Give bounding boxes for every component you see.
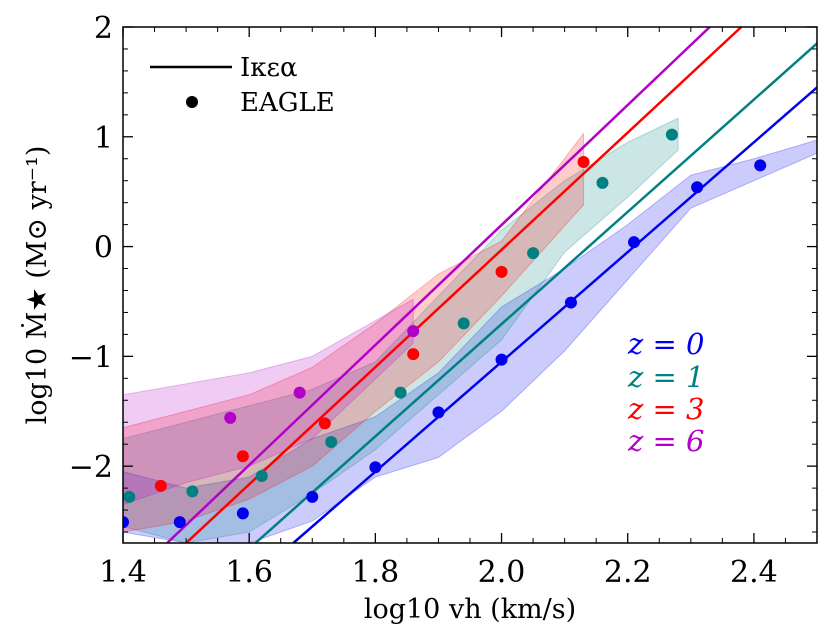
model-line-z1 bbox=[254, 42, 817, 543]
axis-ticks bbox=[122, 26, 818, 543]
x-tick-label: 1.4 bbox=[99, 555, 147, 590]
eagle-point-z6-1 bbox=[293, 386, 306, 399]
z-label-z6: z = 6 bbox=[627, 424, 704, 458]
x-tick-label: 2.0 bbox=[478, 555, 526, 590]
y-tick-label: 1 bbox=[94, 121, 113, 156]
eagle-point-z0-9 bbox=[691, 181, 704, 194]
band-z1 bbox=[123, 117, 679, 543]
y-tick-labels: −2 −1 0 1 2 bbox=[69, 11, 113, 485]
eagle-point-z3-2 bbox=[318, 417, 331, 430]
eagle-point-z6-2 bbox=[407, 325, 420, 338]
eagle-point-z3-4 bbox=[495, 265, 508, 278]
eagle-point-z1-5 bbox=[457, 317, 470, 330]
eagle-points bbox=[123, 128, 767, 529]
x-tick-labels: 1.4 1.6 1.8 2.0 2.2 2.4 bbox=[99, 555, 778, 590]
legend-label-eagle: EAGLE bbox=[240, 88, 335, 118]
eagle-point-z0-6 bbox=[495, 353, 508, 366]
eagle-point-z0-8 bbox=[628, 236, 641, 249]
eagle-point-z3-0 bbox=[154, 479, 167, 492]
eagle-point-z0-4 bbox=[369, 461, 382, 474]
legend-label-model: Iκεα bbox=[240, 53, 298, 83]
x-axis-label: log10 vh (km/s) bbox=[364, 594, 576, 625]
model-line-z3 bbox=[185, 27, 743, 543]
uncertainty-bands bbox=[123, 117, 817, 543]
x-tick-label: 1.6 bbox=[225, 555, 273, 590]
y-axis-label: log10 Ṁ★ (M⊙ yr⁻¹) bbox=[20, 146, 53, 425]
eagle-point-z1-8 bbox=[665, 128, 678, 141]
eagle-point-z0-1 bbox=[173, 516, 186, 529]
eagle-point-z0-3 bbox=[306, 490, 319, 503]
eagle-point-z6-0 bbox=[224, 411, 237, 424]
eagle-point-z1-7 bbox=[596, 176, 609, 189]
redshift-labels: z = 0z = 1z = 3z = 6 bbox=[627, 327, 704, 458]
eagle-point-z1-1 bbox=[186, 485, 199, 498]
model-line-z6 bbox=[166, 27, 711, 543]
x-tick-label: 2.2 bbox=[604, 555, 652, 590]
eagle-point-z0-5 bbox=[432, 406, 445, 419]
band-z3 bbox=[123, 132, 585, 533]
legend: Iκεα EAGLE bbox=[150, 53, 335, 118]
eagle-point-z3-1 bbox=[236, 450, 249, 463]
z-label-z1: z = 1 bbox=[627, 360, 704, 394]
x-tick-label: 1.8 bbox=[352, 555, 400, 590]
eagle-point-z0-2 bbox=[236, 507, 249, 520]
x-tick-label: 2.4 bbox=[730, 555, 778, 590]
y-tick-label: −2 bbox=[69, 450, 113, 485]
eagle-point-z0-7 bbox=[564, 296, 577, 309]
eagle-point-z1-2 bbox=[255, 470, 268, 483]
y-tick-label: 2 bbox=[94, 11, 113, 46]
z-label-z0: z = 0 bbox=[627, 327, 704, 361]
band-z0 bbox=[123, 139, 817, 543]
eagle-point-z3-5 bbox=[577, 156, 590, 169]
eagle-point-z0-0 bbox=[123, 516, 129, 529]
legend-marker-swatch bbox=[186, 96, 198, 108]
eagle-point-z1-4 bbox=[394, 386, 407, 399]
eagle-point-z3-3 bbox=[407, 348, 420, 361]
eagle-point-z1-6 bbox=[527, 247, 540, 260]
model-line-z0 bbox=[292, 86, 817, 543]
eagle-point-z1-3 bbox=[325, 435, 338, 448]
z-label-z3: z = 3 bbox=[627, 392, 704, 426]
y-tick-label: 0 bbox=[94, 231, 113, 266]
eagle-point-z1-0 bbox=[123, 490, 136, 503]
y-tick-label: −1 bbox=[69, 340, 113, 375]
eagle-point-z0-10 bbox=[754, 159, 767, 172]
